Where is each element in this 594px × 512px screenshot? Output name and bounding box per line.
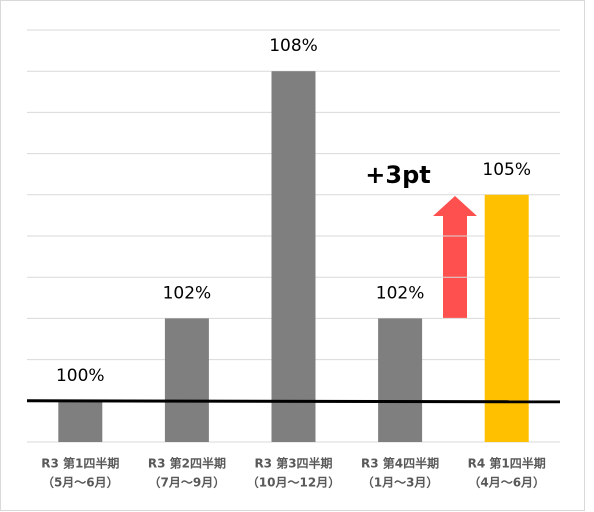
value-label: 100% (56, 366, 105, 386)
x-tick-label: R3 第4四半期 (361, 456, 439, 471)
value-label: 108% (269, 36, 318, 56)
x-tick-label: R3 第3四半期 (254, 456, 332, 471)
x-tick-label: R4 第1四半期 (468, 456, 546, 471)
reference-line (26, 399, 561, 404)
value-label: 105% (482, 160, 531, 180)
annotation: +3pt (365, 161, 430, 189)
bar (271, 71, 316, 442)
x-tick-label: （1月～3月） (362, 475, 439, 490)
increase-arrow (433, 196, 477, 318)
bar (164, 318, 209, 442)
x-tick-label: （10月～12月） (247, 475, 340, 490)
bar (378, 318, 423, 442)
bar (484, 194, 529, 442)
bar (58, 400, 103, 442)
x-tick-label: （4月～6月） (468, 475, 545, 490)
value-label: 102% (163, 283, 212, 303)
x-tick-label: R3 第2四半期 (148, 456, 226, 471)
x-tick-label: （7月～9月） (149, 475, 226, 490)
value-label: 102% (376, 283, 425, 303)
x-tick-label: R3 第1四半期 (41, 456, 119, 471)
x-tick-label: （5月～6月） (42, 475, 119, 490)
